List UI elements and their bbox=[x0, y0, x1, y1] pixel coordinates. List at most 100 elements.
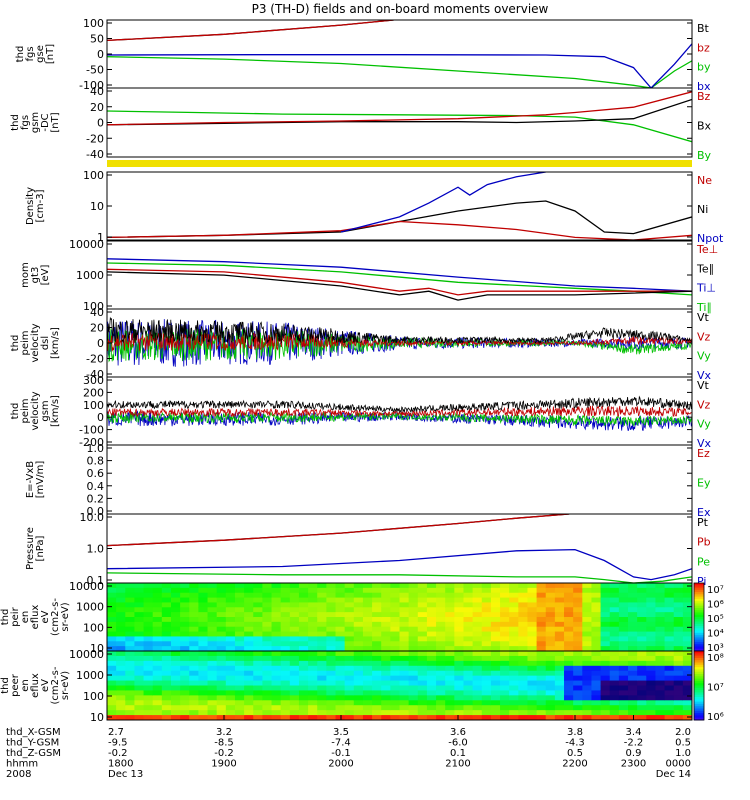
x-tick-label: 0.1 bbox=[450, 748, 466, 759]
heatmap-cell bbox=[116, 631, 126, 638]
heatmap-cell bbox=[289, 597, 300, 604]
heatmap-cell bbox=[545, 695, 556, 701]
heatmap-cell bbox=[618, 602, 629, 608]
heatmap-cell bbox=[317, 612, 327, 618]
heatmap-cell bbox=[180, 617, 190, 623]
heatmap-cell bbox=[637, 583, 647, 589]
heatmap-cell bbox=[536, 660, 547, 667]
y-tick-label: -40 bbox=[86, 368, 104, 381]
heatmap-cell bbox=[490, 617, 501, 623]
heatmap-cell bbox=[107, 660, 117, 667]
heatmap-cell bbox=[125, 636, 136, 642]
heatmap-cell bbox=[253, 626, 263, 633]
heatmap-cell bbox=[271, 660, 282, 667]
x-tick-label: -0.1 bbox=[331, 748, 351, 759]
heatmap-cell bbox=[280, 705, 291, 711]
heatmap-cell bbox=[682, 680, 692, 687]
heatmap-cell bbox=[554, 636, 565, 642]
heatmap-cell bbox=[664, 617, 675, 623]
heatmap-cell bbox=[646, 665, 657, 672]
colorbar-step bbox=[694, 617, 704, 620]
legend-entry: Npot bbox=[697, 232, 724, 245]
y-tick-label: 10 bbox=[90, 200, 104, 213]
heatmap-cell bbox=[536, 631, 547, 638]
heatmap-cell bbox=[646, 626, 657, 633]
heatmap-cell bbox=[253, 583, 263, 589]
heatmap-cell bbox=[234, 626, 245, 633]
heatmap-cell bbox=[490, 612, 501, 618]
heatmap-cell bbox=[573, 641, 583, 647]
heatmap-cell bbox=[655, 705, 666, 711]
heatmap-cell bbox=[125, 612, 136, 618]
heatmap-cell bbox=[417, 607, 428, 613]
heatmap-cell bbox=[207, 665, 218, 672]
heatmap-cell bbox=[116, 641, 126, 647]
heatmap-cell bbox=[234, 621, 245, 628]
heatmap-cell bbox=[490, 695, 501, 701]
heatmap-cell bbox=[509, 612, 519, 618]
heatmap-cell bbox=[180, 675, 190, 682]
heatmap-cell bbox=[207, 583, 218, 589]
heatmap-cell bbox=[381, 636, 391, 642]
heatmap-cell bbox=[682, 710, 692, 716]
heatmap-cell bbox=[545, 715, 556, 720]
heatmap-cell bbox=[234, 651, 245, 657]
heatmap-cell bbox=[509, 715, 519, 720]
heatmap-cell bbox=[582, 715, 593, 720]
heatmap-cell bbox=[600, 621, 611, 628]
heatmap-cell bbox=[463, 705, 474, 711]
heatmap-cell bbox=[298, 670, 309, 677]
separator-bar bbox=[107, 160, 692, 167]
heatmap-cell bbox=[289, 587, 300, 594]
legend-entry: Bt bbox=[697, 22, 710, 35]
heatmap-cell bbox=[234, 715, 245, 720]
heatmap-cell bbox=[280, 607, 291, 613]
heatmap-cell bbox=[445, 641, 455, 647]
heatmap-cell bbox=[445, 602, 455, 608]
heatmap-cell bbox=[189, 607, 200, 613]
x-tick-label: 3.2 bbox=[216, 727, 232, 738]
y-axis-label: [nPa] bbox=[35, 535, 46, 561]
heatmap-cell bbox=[591, 641, 602, 647]
heatmap-cell bbox=[216, 607, 227, 613]
heatmap-cell bbox=[198, 607, 209, 613]
heatmap-cell bbox=[536, 710, 547, 716]
heatmap-cell bbox=[582, 617, 593, 623]
heatmap-cell bbox=[554, 660, 565, 667]
heatmap-cell bbox=[244, 626, 254, 633]
heatmap-cell bbox=[399, 715, 410, 720]
heatmap-cell bbox=[637, 710, 647, 716]
heatmap-cell bbox=[161, 680, 172, 687]
heatmap-cell bbox=[637, 685, 647, 692]
heatmap-cell bbox=[198, 621, 209, 628]
heatmap-cell bbox=[390, 660, 401, 667]
x-tick-label: -8.5 bbox=[214, 738, 234, 749]
heatmap-cell bbox=[436, 651, 446, 657]
series-Pi bbox=[107, 548, 692, 581]
heatmap-cell bbox=[655, 631, 666, 638]
heatmap-cell bbox=[399, 665, 410, 672]
heatmap-cell bbox=[554, 655, 565, 662]
heatmap-cell bbox=[518, 685, 529, 692]
heatmap-cell bbox=[582, 592, 593, 599]
heatmap-cell bbox=[472, 700, 483, 706]
colorbar-tick-label: 10⁶ bbox=[707, 600, 724, 611]
heatmap-cell bbox=[234, 675, 245, 682]
heatmap-cell bbox=[289, 626, 300, 633]
heatmap-cell bbox=[180, 685, 190, 692]
heatmap-cell bbox=[244, 680, 254, 687]
heatmap-cell bbox=[472, 602, 483, 608]
y-axis-label: [km/s] bbox=[50, 395, 61, 427]
heatmap-cell bbox=[161, 607, 172, 613]
heatmap-cell bbox=[381, 602, 391, 608]
trace-Vz bbox=[107, 405, 692, 418]
heatmap-cell bbox=[107, 612, 117, 618]
heatmap-cell bbox=[655, 607, 666, 613]
heatmap-cell bbox=[417, 651, 428, 657]
heatmap-cell bbox=[362, 607, 373, 613]
heatmap-cell bbox=[408, 626, 419, 633]
heatmap-cell bbox=[116, 700, 126, 706]
heatmap-cell bbox=[225, 665, 236, 672]
heatmap-cell bbox=[335, 675, 346, 682]
heatmap-cell bbox=[600, 636, 611, 642]
